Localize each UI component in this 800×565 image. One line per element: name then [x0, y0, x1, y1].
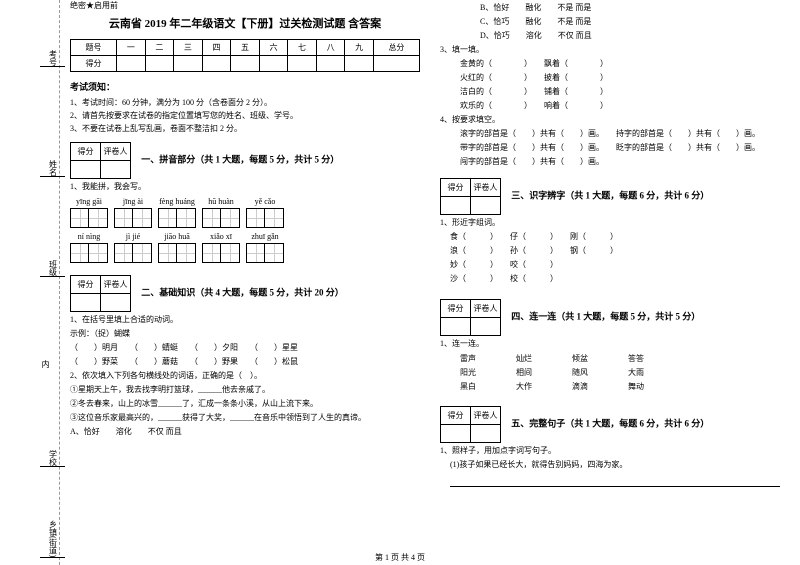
pinyin-row-1: yīng gāi jīng ài fèng huáng hū huàn yě c…	[70, 197, 420, 228]
s4-q1: 1、连一连。	[440, 338, 790, 350]
s3-r3: 妙（ ） 咬（ ）	[440, 259, 790, 271]
s2-q2-b: ②冬去春来，山上的冰雪______了，汇成一条条小溪，从山上流下来。	[70, 398, 420, 410]
section-5-title: 五、完整句子（共 1 大题，每题 6 分，共计 6 分）	[511, 419, 709, 429]
s3-r1: 食（ ） 仔（ ） 刚（ ）	[440, 231, 790, 243]
row-label: 题号	[71, 40, 117, 56]
match-row-3: 黑白大作滴滴舞动	[440, 381, 790, 392]
instructions-head: 考试须知：	[70, 80, 420, 93]
score-summary-table: 题号 一 二 三 四 五 六 七 八 九 总分 得分	[70, 39, 420, 72]
s2-q1-a: （ ）明月 （ ）蜻蜓 （ ）夕阳 （ ）星星	[70, 342, 420, 354]
margin-label-inner: 内	[40, 360, 51, 368]
s2-q2-g: D、恰巧 溶化 不仅 而且	[440, 30, 790, 42]
instruction-3: 3、不要在试卷上乱写乱画，卷面不整洁扣 2 分。	[70, 123, 420, 134]
section-1-title: 一、拼音部分（共 1 大题，每题 5 分，共计 5 分）	[141, 155, 339, 165]
s2-q2-f: C、恰巧 融化 不是 而是	[440, 16, 790, 28]
match-row-1: 雷声灿烂倾盆答答	[440, 353, 790, 364]
margin-label-name: 姓名	[40, 160, 65, 177]
pinyin-row-2: ní nìng jì jié jiāo huā xiǎo xī zhuī gǎn	[70, 232, 420, 263]
page-footer: 第 1 页 共 4 页	[0, 552, 800, 563]
s2-q4-c: 闯字的部首是（ ）共有（ ）画。	[440, 156, 790, 168]
confidential-label: 绝密★启用前	[70, 0, 420, 11]
s2-q4-a: 滚字的部首是（ ）共有（ ）画。 持字的部首是（ ）共有（ ）画。	[440, 128, 790, 140]
section-score-box: 得分评卷人	[440, 406, 501, 443]
s5-q1a: (1)孩子如果已经长大，就得告别妈妈，四海为家。	[440, 459, 790, 471]
exam-title: 云南省 2019 年二年级语文【下册】过关检测试题 含答案	[70, 15, 420, 31]
s2-q2-d: A、恰好 溶化 不仅 而且	[70, 426, 420, 438]
section-3-title: 三、识字辨字（共 1 大题，每题 6 分，共计 6 分）	[511, 191, 709, 201]
s2-q2: 2、依次填入下列各句横线处的词语，正确的是（ ）。	[70, 370, 420, 382]
s2-q2-e: B、恰好 融化 不是 而是	[440, 2, 790, 14]
instruction-2: 2、请首先按要求在试卷的指定位置填写您的姓名、班级、学号。	[70, 110, 420, 121]
answer-line	[450, 477, 780, 487]
section-score-box: 得分评卷人	[440, 178, 501, 215]
s2-q4-b: 带字的部首是（ ）共有（ ）画。 眨字的部首是（ ）共有（ ）画。	[440, 142, 790, 154]
section-score-box: 得分评卷人	[70, 142, 131, 179]
right-column: B、恰好 融化 不是 而是 C、恰巧 融化 不是 而是 D、恰巧 溶化 不仅 而…	[440, 0, 790, 487]
section-score-box: 得分评卷人	[70, 275, 131, 312]
s2-q3-a: 金黄的（ ） 飘着（ ）	[440, 58, 790, 70]
s2-q3: 3、填一填。	[440, 44, 790, 56]
s5-q1: 1、照样子，用加点字词写句子。	[440, 445, 790, 457]
section-score-box: 得分评卷人	[440, 299, 501, 336]
match-row-2: 阳光相间随风大雨	[440, 367, 790, 378]
binding-margin: 考号 姓名 班级 内 学校 乡镇(街道)	[0, 0, 60, 565]
section-2-title: 二、基础知识（共 4 大题，每题 5 分，共计 20 分）	[141, 288, 344, 298]
s2-q3-c: 洁白的（ ） 铺着（ ）	[440, 86, 790, 98]
s2-q1-example: 示例：（捉）蝴蝶	[70, 328, 420, 340]
section-4-title: 四、连一连（共 1 大题，每题 5 分，共计 5 分）	[511, 312, 700, 322]
s3-q1: 1、形近字组词。	[440, 217, 790, 229]
row-label: 得分	[71, 56, 117, 72]
s2-q3-b: 火红的（ ） 披着（ ）	[440, 72, 790, 84]
s3-r4: 沙（ ） 校（ ）	[440, 273, 790, 285]
margin-label-class: 班级	[40, 260, 65, 277]
q1-prompt: 1、我能拼，我会写。	[70, 181, 420, 193]
margin-label-school: 学校	[40, 450, 65, 467]
margin-label-examnum: 考号	[40, 50, 65, 67]
s2-q2-a: ①星期天上午，我去找李明打篮球，______他去亲戚了。	[70, 384, 420, 396]
s2-q1: 1、在括号里填上合适的动词。	[70, 314, 420, 326]
s2-q1-b: （ ）野菜 （ ）蘑菇 （ ）野果 （ ）松鼠	[70, 356, 420, 368]
s2-q3-d: 欢乐的（ ） 响着（ ）	[440, 100, 790, 112]
instruction-1: 1、考试时间：60 分钟，满分为 100 分（含卷面分 2 分）。	[70, 97, 420, 108]
left-column: 绝密★启用前 云南省 2019 年二年级语文【下册】过关检测试题 含答案 题号 …	[70, 0, 420, 487]
s2-q2-c: ③这位音乐家最高兴的，______获得了大奖，______在音乐中领悟到了人生的…	[70, 412, 420, 424]
s2-q4: 4、按要求填空。	[440, 114, 790, 126]
s3-r2: 浪（ ） 孙（ ） 钢（ ）	[440, 245, 790, 257]
